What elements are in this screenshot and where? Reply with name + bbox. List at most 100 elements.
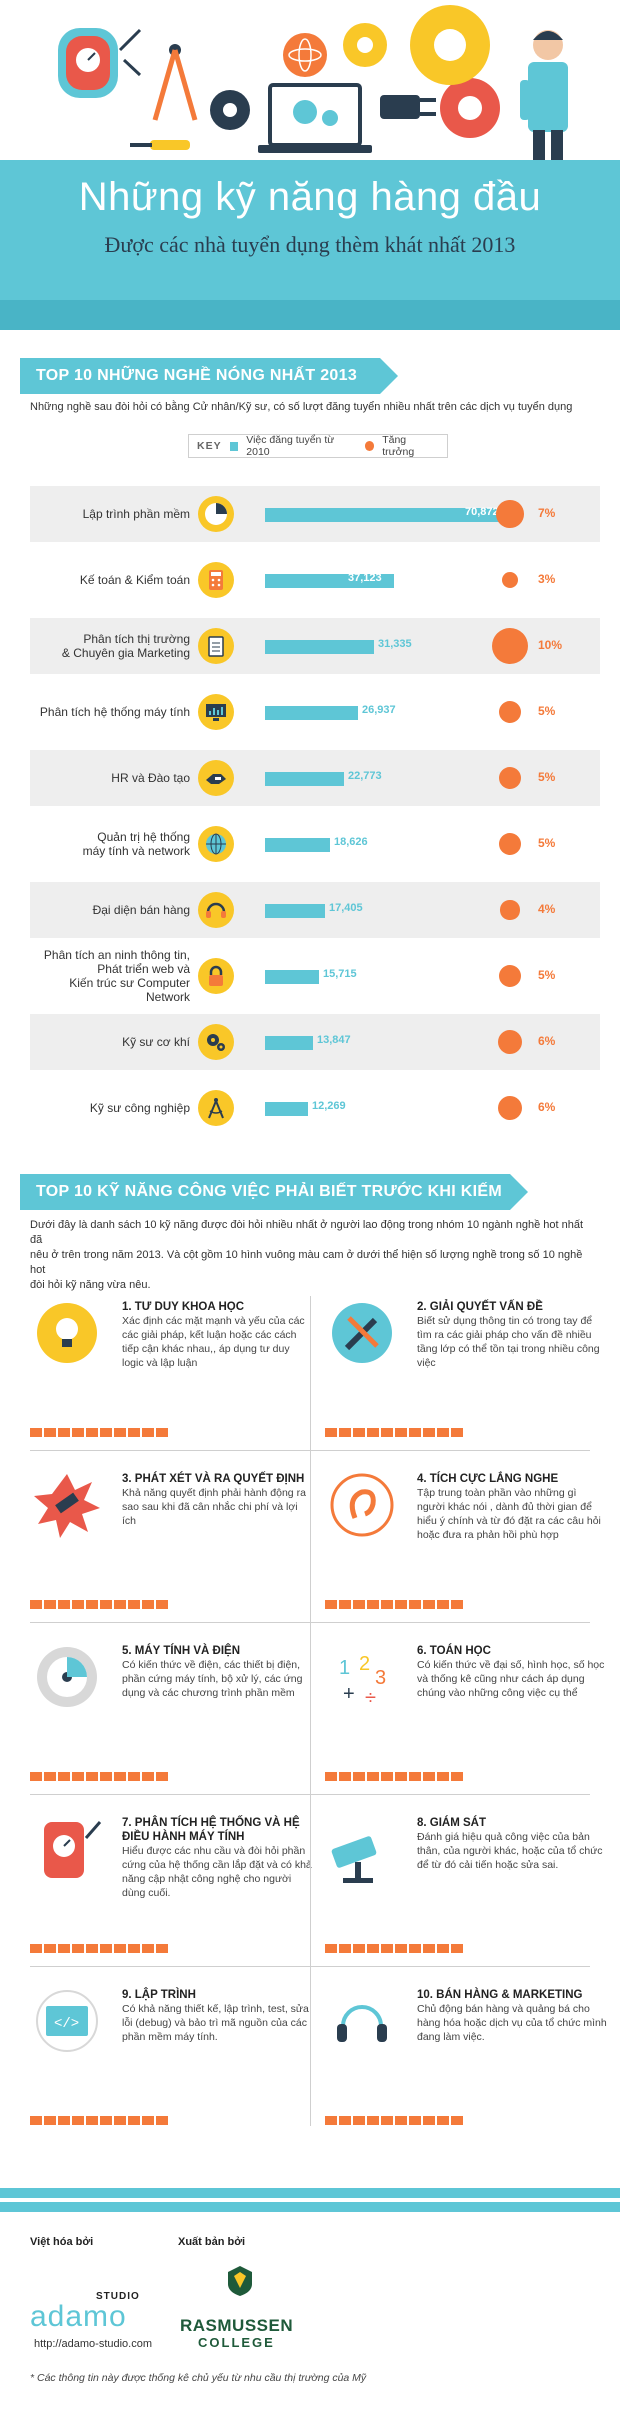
job-bar [265, 970, 319, 984]
job-label-line: Lập trình phần mềm [82, 507, 190, 521]
job-bar [265, 1102, 308, 1116]
score-square [353, 2116, 365, 2125]
score-square [100, 1944, 112, 1953]
score-square [142, 1600, 154, 1609]
job-value-label: 31,335 [378, 638, 412, 650]
score-square [325, 2116, 337, 2125]
growth-dot [492, 628, 528, 664]
job-bar [265, 772, 344, 786]
score-square [156, 2116, 168, 2125]
job-row: Lập trình phần mềm 70,872 7% [30, 486, 600, 542]
job-value-label: 22,773 [348, 770, 382, 782]
score-square [423, 1944, 435, 1953]
score-square [339, 2116, 351, 2125]
score-square [128, 2116, 140, 2125]
growth-dot [501, 571, 519, 589]
score-square [156, 1944, 168, 1953]
score-square [395, 1944, 407, 1953]
score-square [142, 1772, 154, 1781]
score-square [367, 2116, 379, 2125]
growth-dot [499, 767, 521, 789]
score-square [367, 1944, 379, 1953]
score-square [86, 1772, 98, 1781]
score-square [156, 1428, 168, 1437]
score-square [367, 1600, 379, 1609]
job-value-label: 12,269 [312, 1100, 346, 1112]
section2-title: TOP 10 KỸ NĂNG CÔNG VIỆC PHẢI BIẾT TRƯỚC… [20, 1174, 528, 1236]
pie-chart-icon [198, 496, 234, 532]
headset-icon [198, 892, 234, 928]
skill-description: Biết sử dụng thông tin có trong tay để t… [417, 1315, 600, 1369]
chart-legend: KEY Việc đăng tuyển từ 2010 Tăng trưởng [188, 434, 448, 458]
job-row: Kỹ sư công nghiệp 12,269 6% [30, 1080, 600, 1136]
job-label: Quản trị hệ thống máy tính và network [30, 830, 190, 858]
score-square [353, 1600, 365, 1609]
score-square [367, 1772, 379, 1781]
growth-label: 4% [538, 902, 556, 916]
score-square [114, 1772, 126, 1781]
growth-label: 6% [538, 1034, 556, 1048]
job-label-line: HR và Đào tạo [111, 771, 190, 785]
section1-intro: Những nghề sau đòi hỏi có bằng Cử nhân/K… [30, 401, 573, 413]
job-label: Phân tích thị trường & Chuyên gia Marketi… [30, 632, 190, 660]
rasmussen-college-label: COLLEGE [198, 2335, 275, 2350]
section1-title: TOP 10 NHỮNG NGHỀ NÓNG NHẤT 2013 [20, 358, 398, 394]
growth-dot [499, 965, 521, 987]
skill-card: 1. TƯ DUY KHOA HỌC Xác định các mặt mạnh … [30, 1296, 310, 1456]
growth-dot [499, 701, 521, 723]
job-value-label: 18,626 [334, 836, 368, 848]
svg-text:+: + [343, 1683, 355, 1705]
score-square [58, 1772, 70, 1781]
score-square [339, 1428, 351, 1437]
math-icon: 1 2 3 + ÷ [325, 1640, 399, 1714]
score-square [451, 2116, 463, 2125]
score-square [128, 1772, 140, 1781]
job-label: Lập trình phần mềm [30, 507, 190, 521]
score-square [437, 1772, 449, 1781]
skill-title: 7. PHÂN TÍCH HỆ THỐNG VÀ HỆ ĐIỀU HÀNH MÁ… [122, 1817, 300, 1843]
growth-dot [497, 1095, 523, 1121]
skill-score-meter [30, 1428, 168, 1437]
score-square [100, 2116, 112, 2125]
score-square [353, 1772, 365, 1781]
score-square [437, 1428, 449, 1437]
score-square [142, 1944, 154, 1953]
score-square [44, 1428, 56, 1437]
score-square [44, 1944, 56, 1953]
clipboard-icon [198, 628, 234, 664]
adamo-url-link[interactable]: http://adamo-studio.com [34, 2338, 153, 2350]
skill-card: 2. GIẢI QUYẾT VẤN ĐỀ Biết sử dụng thông t… [325, 1296, 605, 1456]
ear-icon [325, 1468, 399, 1542]
headphones-icon [325, 1984, 399, 2058]
skill-description: Có khả năng thiết kế, lập trình, test, s… [122, 2003, 309, 2043]
job-row: Đại diện bán hàng 17,405 4% [30, 882, 600, 938]
score-square [58, 1428, 70, 1437]
score-square [395, 1772, 407, 1781]
score-square [325, 1772, 337, 1781]
skill-description: Đánh giá hiệu quả công việc của bản thân… [417, 1831, 603, 1871]
svg-text:1: 1 [339, 1657, 350, 1679]
code-window-icon: </> [30, 1984, 104, 2058]
score-square [367, 1428, 379, 1437]
growth-label: 7% [538, 506, 556, 520]
skill-title: 4. TÍCH CỰC LẮNG NGHE [417, 1473, 559, 1485]
growth-label: 5% [538, 770, 556, 784]
hero-header: Những kỹ năng hàng đầu Được các nhà tuyể… [0, 0, 620, 330]
score-square [86, 1428, 98, 1437]
section2-intro-line-3: đòi hỏi kỹ năng vừa nêu. [30, 1279, 151, 1291]
job-bar [265, 640, 374, 654]
skill-card: 8. GIÁM SÁT Đánh giá hiệu quả công việc c… [325, 1812, 605, 1972]
skill-score-meter [30, 2116, 168, 2125]
score-square [86, 2116, 98, 2125]
section2-intro-line-2: nêu ở trên trong năm 2013. Và cột gồm 10… [30, 1249, 583, 1276]
score-square [58, 1600, 70, 1609]
skill-title: 5. MÁY TÍNH VÀ ĐIỆN [122, 1645, 240, 1657]
rasmussen-crest-icon [228, 2266, 252, 2296]
job-label-line: Kỹ sư cơ khí [122, 1035, 190, 1049]
skill-card: 10. BÁN HÀNG & MARKETING Chủ động bán hàn… [325, 1984, 607, 2144]
score-square [451, 1944, 463, 1953]
laptop-icon [258, 83, 372, 153]
skills-column-divider [310, 1296, 311, 2126]
multimeter-icon [30, 1812, 104, 1886]
score-square [423, 2116, 435, 2125]
